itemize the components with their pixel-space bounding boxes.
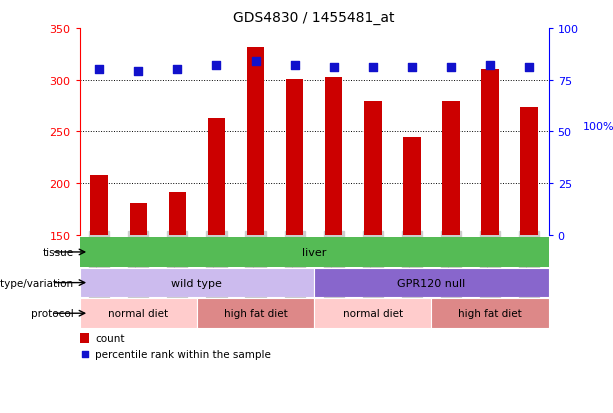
Text: GPR120 null: GPR120 null — [397, 278, 465, 288]
Point — [485, 63, 495, 69]
Text: wild type: wild type — [172, 278, 223, 288]
Bar — [432, 299, 549, 328]
Point — [134, 69, 143, 76]
Bar — [364, 102, 381, 235]
Point — [211, 63, 221, 69]
Point — [524, 65, 534, 71]
Bar — [286, 79, 303, 235]
Bar — [129, 204, 147, 235]
Bar — [169, 192, 186, 235]
Title: GDS4830 / 1455481_at: GDS4830 / 1455481_at — [234, 11, 395, 25]
Bar — [442, 102, 460, 235]
Point — [251, 59, 261, 65]
Bar — [325, 78, 343, 235]
Bar — [208, 119, 225, 235]
Text: high fat diet: high fat diet — [224, 309, 287, 318]
Point — [329, 65, 338, 71]
Bar — [403, 137, 421, 235]
Text: percentile rank within the sample: percentile rank within the sample — [96, 349, 271, 359]
Point — [80, 351, 89, 357]
Y-axis label: 100%: 100% — [583, 122, 613, 132]
Text: genotype/variation: genotype/variation — [0, 278, 74, 288]
Text: count: count — [96, 333, 125, 343]
Point — [94, 67, 104, 74]
Text: protocol: protocol — [31, 309, 74, 318]
Bar — [91, 176, 108, 235]
Bar — [80, 299, 197, 328]
Text: normal diet: normal diet — [109, 309, 169, 318]
Bar — [80, 268, 314, 298]
Text: liver: liver — [302, 247, 326, 257]
Bar — [247, 47, 264, 235]
Point — [368, 65, 378, 71]
Bar — [481, 70, 499, 235]
Bar — [314, 268, 549, 298]
Point — [446, 65, 456, 71]
Point — [172, 67, 182, 74]
Point — [290, 63, 300, 69]
Bar — [80, 333, 89, 343]
Bar — [520, 107, 538, 235]
Bar — [197, 299, 314, 328]
Text: tissue: tissue — [42, 247, 74, 257]
Text: high fat diet: high fat diet — [458, 309, 522, 318]
Point — [407, 65, 417, 71]
Text: normal diet: normal diet — [343, 309, 403, 318]
Bar — [314, 299, 432, 328]
